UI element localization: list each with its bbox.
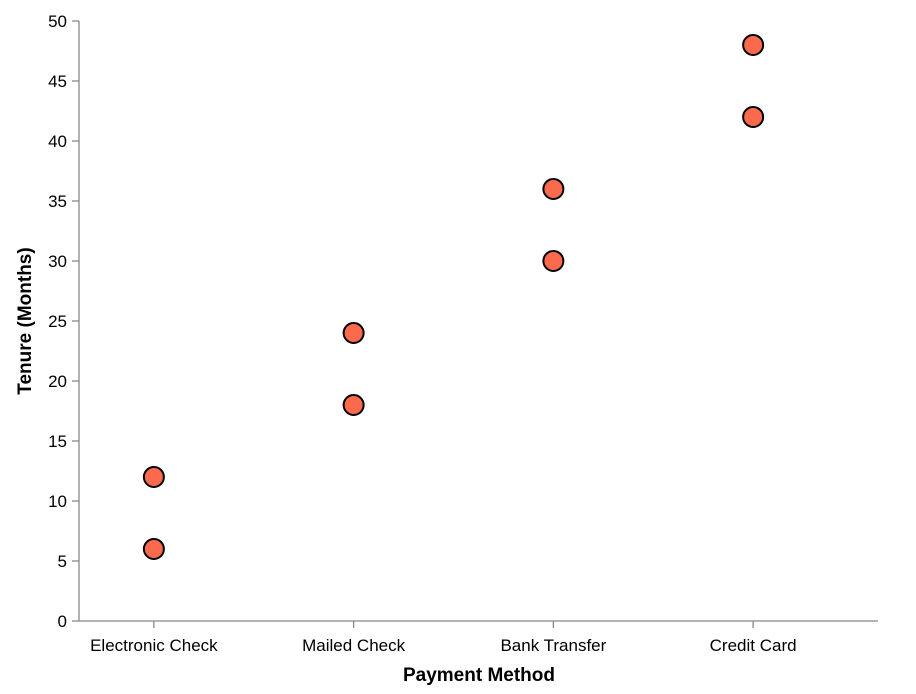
y-tick-label: 20 [48,372,67,391]
y-tick-label: 10 [48,492,67,511]
x-tick-label: Credit Card [710,636,797,655]
data-point[interactable] [142,466,165,488]
y-tick-label: 35 [48,192,67,211]
data-point[interactable] [142,538,165,560]
y-axis: 0 5 10 15 20 25 30 35 40 45 50 [48,12,80,631]
y-tick-label: 15 [48,432,67,451]
y-tick-label: 0 [58,612,67,631]
data-point[interactable] [742,106,765,128]
y-tick-label: 30 [48,252,67,271]
data-point[interactable] [342,394,365,416]
x-tick-label: Mailed Check [302,636,405,655]
x-axis: Electronic Check Mailed Check Bank Transfe… [79,620,878,655]
data-point[interactable] [542,178,565,200]
y-axis-title: Tenure (Months) [15,247,36,394]
y-tick-label: 45 [48,72,67,91]
data-point[interactable] [542,250,565,272]
x-axis-title: Payment Method [403,665,555,686]
y-tick-label: 25 [48,312,67,331]
data-point[interactable] [742,34,765,56]
y-tick-label: 40 [48,132,67,151]
y-tick-label: 50 [48,12,67,31]
x-tick-label: Bank Transfer [500,636,606,655]
points-layer [142,34,765,560]
x-tick-label: Electronic Check [90,636,218,655]
data-point[interactable] [342,322,365,344]
y-tick-label: 5 [58,552,67,571]
